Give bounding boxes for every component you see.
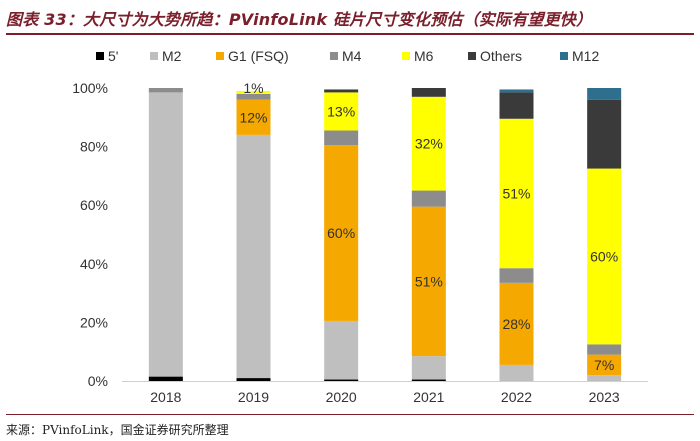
data-label-2020-m6: 13% xyxy=(327,103,355,119)
bar-2019-m2 xyxy=(236,134,271,379)
stacked-bar-chart: 5' M2 G1 (FSQ) M4 M6 Others M12 0% 20% 40% 60% 80%… xyxy=(72,48,648,405)
legend-swatch-m2 xyxy=(150,52,158,60)
bar-2023-m2 xyxy=(587,375,622,381)
bar-2022-m6 xyxy=(499,118,534,269)
legend-swatch-m12 xyxy=(560,52,568,60)
data-label-2019-m6: 1% xyxy=(243,80,263,96)
legend-swatch-others xyxy=(468,52,476,60)
y-tick-label: 40% xyxy=(80,256,108,272)
legend-label-m2: M2 xyxy=(162,48,182,64)
legend-label-m6: M6 xyxy=(414,48,434,64)
bar-2018-m4 xyxy=(148,88,183,93)
source-rule xyxy=(6,414,694,415)
bar-2021-m6 xyxy=(411,96,446,191)
y-tick-label: 0% xyxy=(88,373,108,389)
legend: 5' M2 G1 (FSQ) M4 M6 Others M12 xyxy=(96,48,599,64)
data-label-2022-g1-fsq: 28% xyxy=(502,316,530,332)
data-label-2021-m6: 32% xyxy=(415,136,443,152)
legend-label-others: Others xyxy=(480,48,522,64)
bar-2020-m6 xyxy=(324,92,359,131)
legend-swatch-m4 xyxy=(330,52,338,60)
data-label-2023-g1-fsq: 7% xyxy=(594,357,614,373)
legend-swatch-g1-fsq xyxy=(216,52,224,60)
data-label-2022-m6: 51% xyxy=(502,185,530,201)
bar-2021-5 xyxy=(411,379,446,381)
bar-2023-m6 xyxy=(587,168,622,345)
bar-2018-5 xyxy=(148,376,183,381)
y-tick-label: 60% xyxy=(80,197,108,213)
bar-2021-m2 xyxy=(411,356,446,380)
x-tick-label-2022: 2022 xyxy=(501,389,532,405)
bar-2019-m6 xyxy=(236,90,271,94)
y-tick-label: 100% xyxy=(72,80,108,96)
y-axis: 0% 20% 40% 60% 80% 100% xyxy=(72,80,108,389)
data-label-2019-g1-fsq: 12% xyxy=(239,109,267,125)
bar-2019-g1-fsq xyxy=(236,99,271,135)
data-label-2020-g1-fsq: 60% xyxy=(327,225,355,241)
bar-2022-m12 xyxy=(499,89,534,93)
bar-2022-others xyxy=(499,92,534,119)
x-axis: 2018 2019 2020 2021 2022 2023 xyxy=(122,381,648,405)
bar-2019-m4 xyxy=(236,93,271,100)
bar-2019-5 xyxy=(236,378,271,381)
legend-label-g1-fsq: G1 (FSQ) xyxy=(228,48,289,64)
bar-2021-others xyxy=(411,88,446,97)
bar-2023-others xyxy=(587,99,622,169)
bar-2023-m12 xyxy=(587,88,622,100)
data-label-2021-g1-fsq: 51% xyxy=(415,273,443,289)
legend-label-m4: M4 xyxy=(342,48,362,64)
bar-2020-m2 xyxy=(324,320,359,380)
y-tick-label: 20% xyxy=(80,314,108,330)
legend-label-5: 5' xyxy=(108,48,118,64)
x-tick-label-2021: 2021 xyxy=(413,389,444,405)
x-tick-label-2019: 2019 xyxy=(238,389,269,405)
data-labels: 1% 12% 13% 60% 32% 51% 51% 28% 60% 7% xyxy=(239,80,618,373)
y-tick-label: 80% xyxy=(80,139,108,155)
x-tick-label-2018: 2018 xyxy=(150,389,181,405)
bars xyxy=(148,88,622,381)
x-tick-label-2023: 2023 xyxy=(589,389,620,405)
title-rule xyxy=(6,33,694,35)
legend-swatch-m6 xyxy=(402,52,410,60)
bar-2021-g1-fsq xyxy=(411,206,446,357)
legend-swatch-5 xyxy=(96,52,104,60)
bar-2020-5 xyxy=(324,379,359,381)
legend-label-m12: M12 xyxy=(572,48,599,64)
bar-2022-m4 xyxy=(499,268,534,283)
bar-2018-m2 xyxy=(148,92,183,377)
bar-2021-m4 xyxy=(411,190,446,207)
bar-2020-g1-fsq xyxy=(324,145,359,321)
chart-title: 图表 33：大尺寸为大势所趋：PVinfoLink 硅片尺寸变化预估（实际有望更… xyxy=(6,10,593,29)
bar-2020-others xyxy=(324,89,359,93)
bar-2023-m4 xyxy=(587,344,622,355)
bar-2023-g1-fsq xyxy=(587,354,622,376)
x-tick-label-2020: 2020 xyxy=(326,389,357,405)
bar-2022-g1-fsq xyxy=(499,282,534,365)
source-note: 来源：PVinfoLink，国金证券研究所整理 xyxy=(6,423,229,437)
bar-2022-m2 xyxy=(499,364,534,381)
bar-2020-m4 xyxy=(324,130,359,146)
data-label-2023-m6: 60% xyxy=(590,248,618,264)
